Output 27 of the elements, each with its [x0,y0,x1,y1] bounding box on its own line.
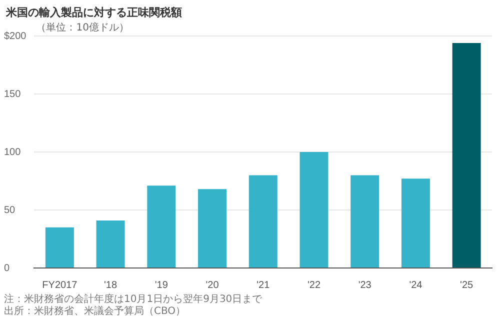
bar [248,175,278,268]
bar [401,178,430,268]
bar [147,186,176,268]
y-axis-title: （単位：10億ドル） [36,22,129,34]
x-tick-label: '25 [460,280,474,291]
x-tick-label: '19 [154,280,168,291]
x-tick-label: '18 [104,280,118,291]
bar [96,220,125,268]
x-tick-label: '23 [358,280,372,291]
bar [350,175,380,268]
chart-title: 米国の輸入製品に対する正味関税額 [5,5,183,21]
bar [452,42,481,268]
x-tick-label: '24 [409,280,423,291]
text: 注：米財務省の会計年度は10月1日から翌年9月30日まで [4,294,264,306]
x-tick-label: '20 [206,280,220,291]
bar [198,189,227,268]
y-tick-label: 100 [4,146,22,158]
y-tick-label: $200 [4,30,27,42]
y-tick-label: 50 [4,204,16,216]
text: 出所：米財務省、米議会予算局（CBO） [4,306,187,318]
bar [45,227,74,268]
x-tick-label: '21 [256,280,270,291]
bar [300,152,328,268]
y-tick-label: 0 [4,262,10,274]
x-tick-label: '22 [307,280,321,291]
x-tick-label: FY2017 [42,280,78,291]
y-tick-label: 150 [4,88,22,100]
